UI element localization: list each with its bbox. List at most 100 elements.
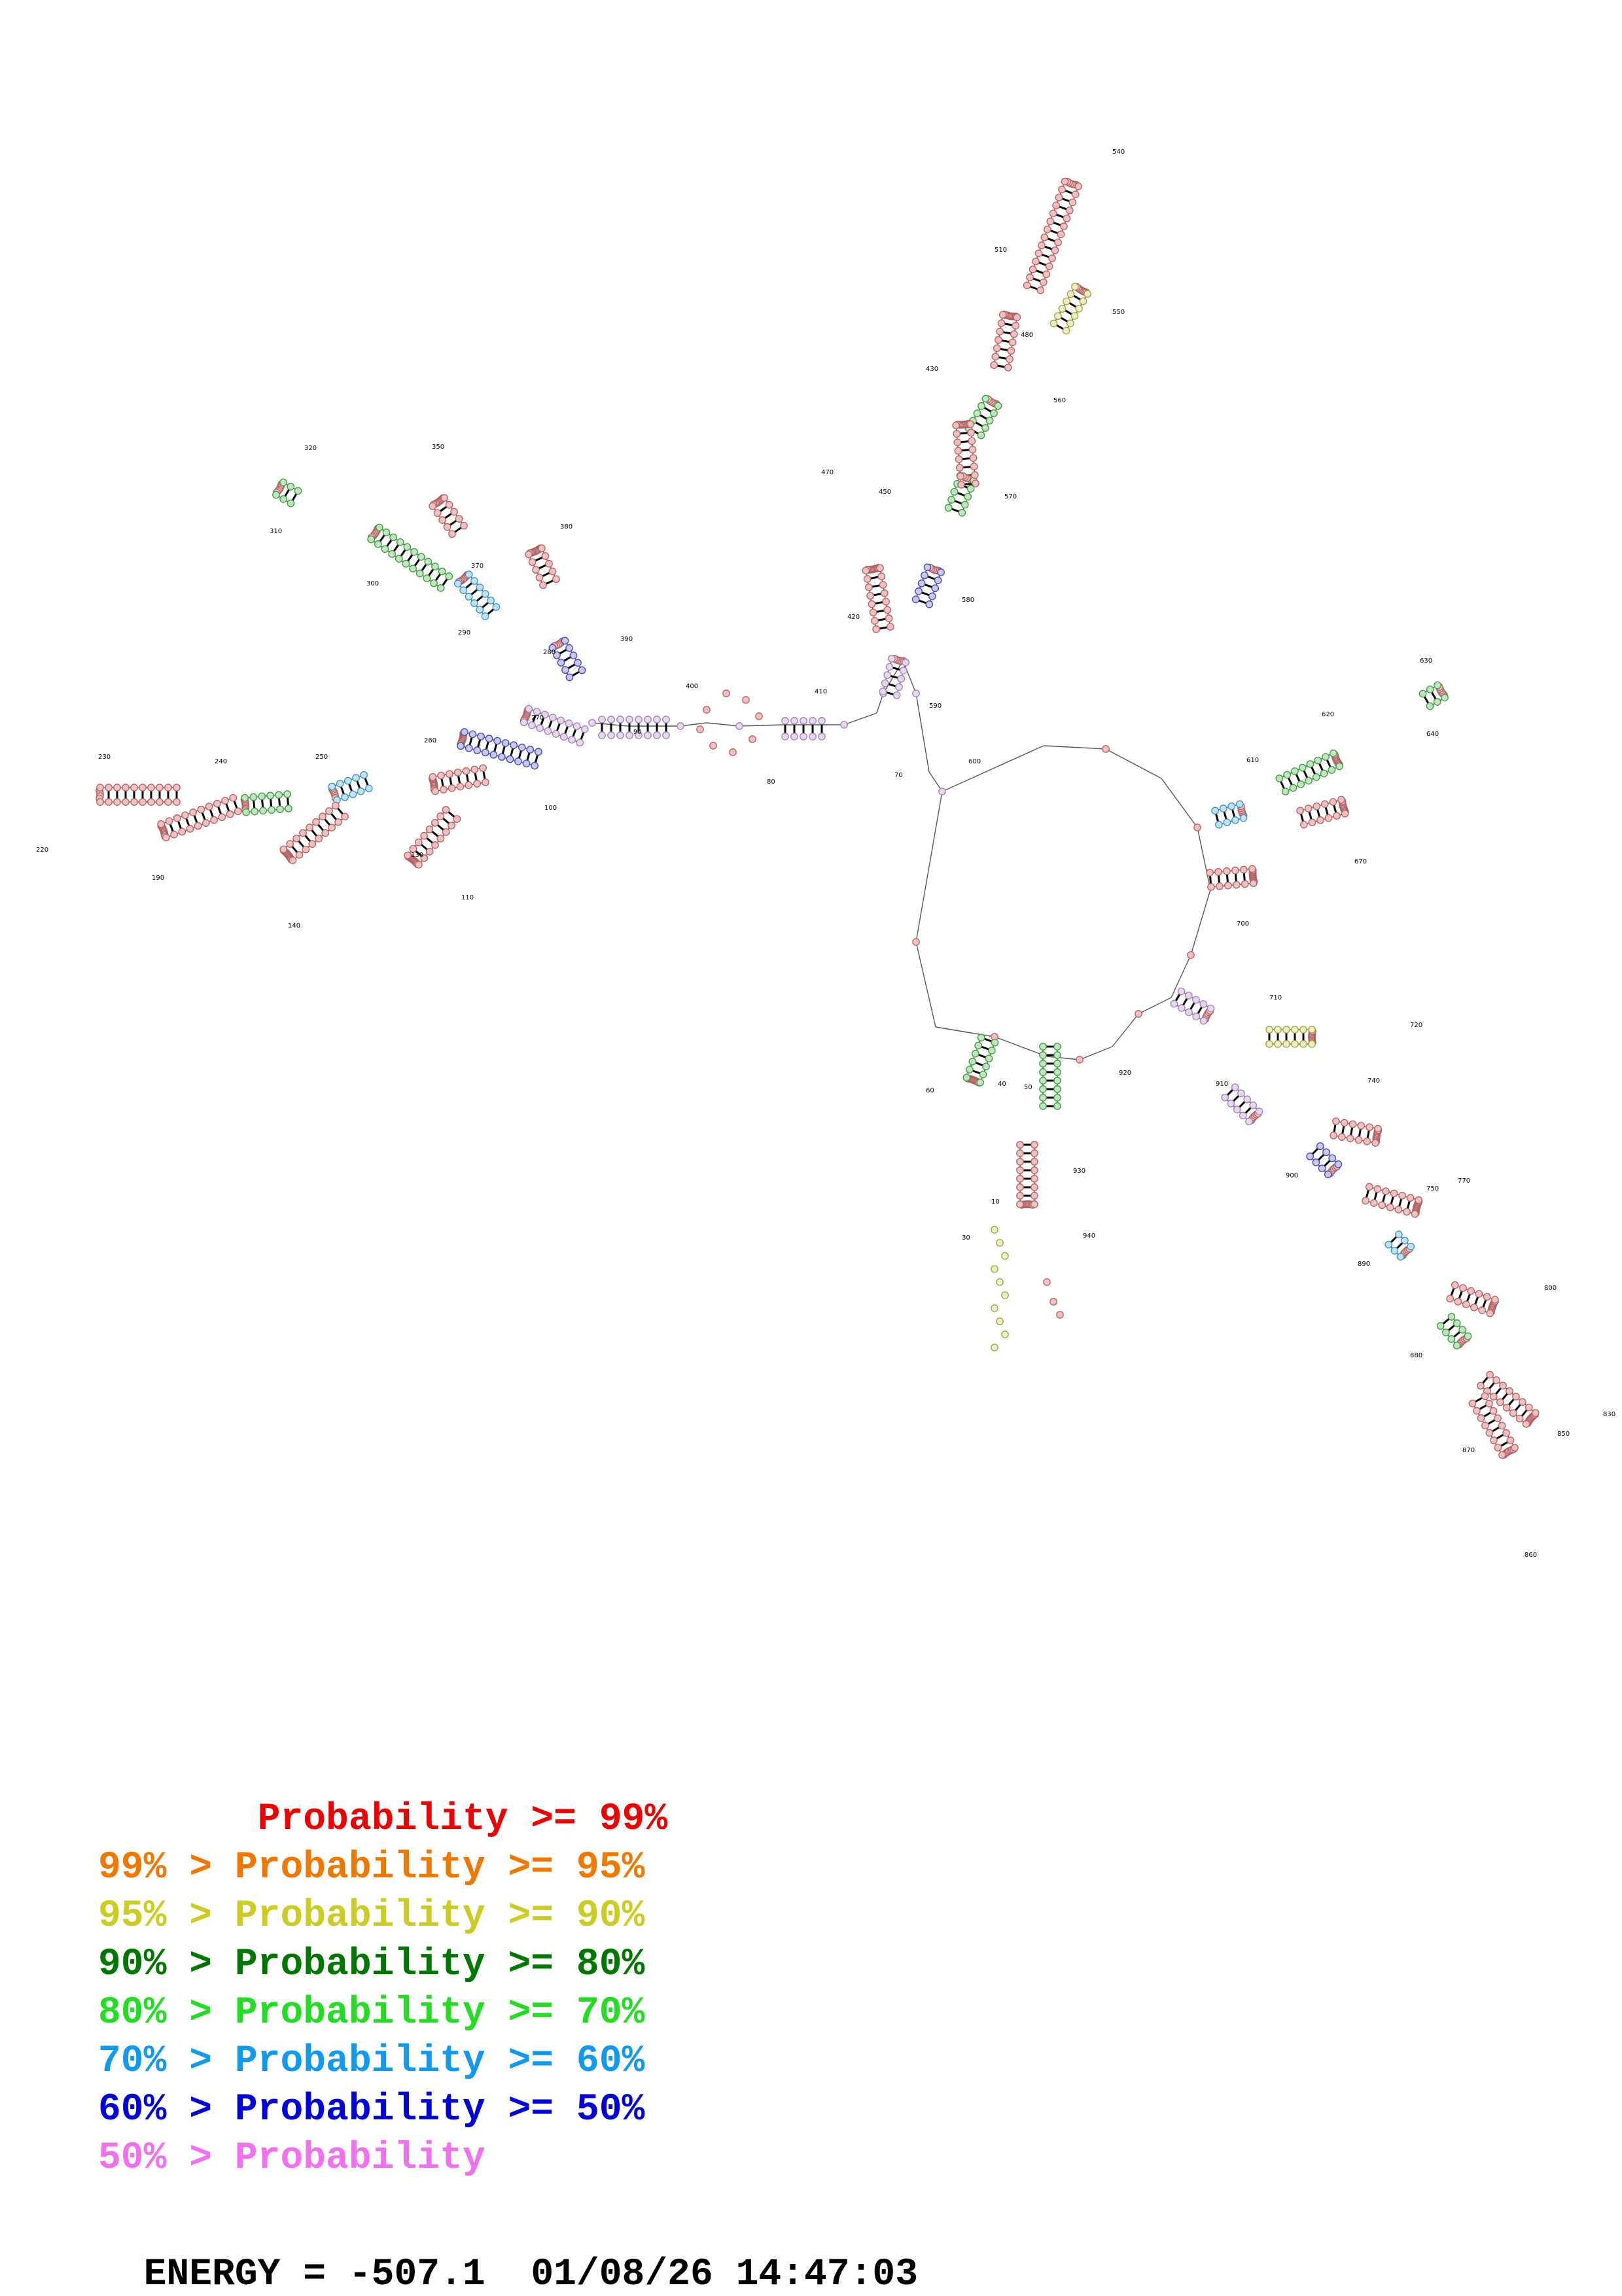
nucleotide (471, 766, 478, 773)
nucleotide (1038, 242, 1045, 249)
position-label: 320 (304, 445, 317, 452)
nucleotide (449, 531, 455, 537)
nucleotide (319, 813, 326, 820)
nucleotide (1059, 186, 1065, 192)
nucleotide (461, 522, 467, 529)
nucleotide (432, 842, 438, 848)
position-label: 540 (1112, 148, 1125, 156)
nucleotide (457, 742, 464, 749)
nucleotide (335, 819, 342, 826)
nucleotide (211, 816, 217, 823)
nucleotide (966, 1066, 973, 1073)
nucleotide (957, 464, 963, 471)
nucleotide (1309, 819, 1315, 826)
nucleotide (1391, 1247, 1398, 1254)
nucleotide (1519, 1399, 1526, 1405)
nucleotide (469, 731, 476, 737)
nucleotide (800, 718, 807, 724)
nucleotide (529, 722, 535, 728)
nucleotide (1054, 1086, 1061, 1092)
nucleotide (938, 569, 944, 576)
position-label: 100 (544, 805, 557, 812)
nucleotide (1031, 1158, 1038, 1165)
nucleotide (437, 835, 444, 842)
nucleotide (1477, 1415, 1484, 1421)
nucleotide (525, 551, 532, 557)
nucleotide (1490, 1393, 1497, 1400)
nucleotide (991, 1226, 998, 1233)
nucleotide (300, 829, 306, 836)
nucleotide (1242, 880, 1248, 887)
nucleotide (309, 841, 315, 847)
nucleotide (730, 749, 736, 756)
nucleotide (429, 774, 436, 780)
nucleotide (963, 1074, 970, 1081)
nucleotide (474, 747, 480, 754)
nucleotide (1031, 1201, 1038, 1208)
position-label: 50 (1024, 1084, 1032, 1091)
nucleotide (1333, 812, 1340, 819)
position-label: 480 (1021, 332, 1033, 339)
position-label: 220 (36, 846, 48, 854)
position-label: 860 (1525, 1552, 1537, 1559)
nucleotide (582, 725, 588, 732)
nucleotide (482, 591, 489, 597)
nucleotide (1266, 1026, 1273, 1033)
nucleotide (654, 732, 660, 739)
nucleotide (1483, 1293, 1490, 1300)
nucleotide (174, 815, 181, 822)
nucleotide (883, 598, 889, 604)
nucleotide (1335, 1161, 1341, 1168)
nucleotide (893, 692, 900, 699)
nucleotide (1292, 768, 1298, 774)
nucleotide (1475, 1291, 1482, 1297)
nucleotide (165, 799, 171, 805)
nucleotide (1050, 320, 1057, 326)
position-label: 610 (1246, 757, 1259, 764)
nucleotide (885, 615, 892, 621)
nucleotide (1005, 364, 1012, 371)
nucleotide (553, 576, 559, 582)
nucleotide (1452, 1281, 1458, 1288)
nucleotide (1240, 814, 1246, 821)
nucleotide (533, 566, 539, 573)
nucleotide (1102, 746, 1109, 752)
nucleotide (1493, 1377, 1500, 1383)
nucleotide (203, 820, 209, 826)
nucleotide (383, 529, 389, 536)
nucleotide (454, 769, 461, 776)
nucleotide (328, 824, 335, 831)
position-label: 90 (633, 729, 642, 736)
nucleotide (749, 736, 756, 742)
nucleotide (995, 402, 1001, 409)
nucleotide (873, 626, 879, 633)
nucleotide (437, 813, 444, 820)
nucleotide (1399, 1192, 1405, 1199)
position-label: 670 (1354, 858, 1367, 865)
nucleotide (1362, 1197, 1369, 1204)
nucleotide (1012, 322, 1019, 329)
nucleotide (1448, 1336, 1455, 1342)
nucleotide (1330, 799, 1336, 805)
nucleotide (1246, 1118, 1252, 1124)
nucleotide (455, 515, 462, 522)
nucleotide (954, 439, 961, 445)
nucleotide (1374, 1186, 1381, 1192)
nucleotide (1040, 279, 1047, 285)
nucleotide (955, 456, 962, 462)
position-label: 920 (1119, 1070, 1131, 1077)
nucleotide (1208, 884, 1214, 890)
nucleotide (1506, 1387, 1513, 1394)
nucleotide (482, 779, 489, 786)
nucleotide (342, 793, 348, 800)
nucleotide (1193, 1013, 1199, 1020)
nucleotide (173, 784, 180, 791)
nucleotide (277, 806, 283, 812)
position-label: 380 (560, 523, 573, 531)
legend-entry: Probability >= 99% (98, 1796, 1080, 1844)
nucleotide (1017, 1150, 1023, 1157)
nucleotide (1233, 1106, 1240, 1113)
position-label: 580 (962, 597, 974, 604)
nucleotide (250, 793, 256, 800)
nucleotide (425, 558, 431, 565)
